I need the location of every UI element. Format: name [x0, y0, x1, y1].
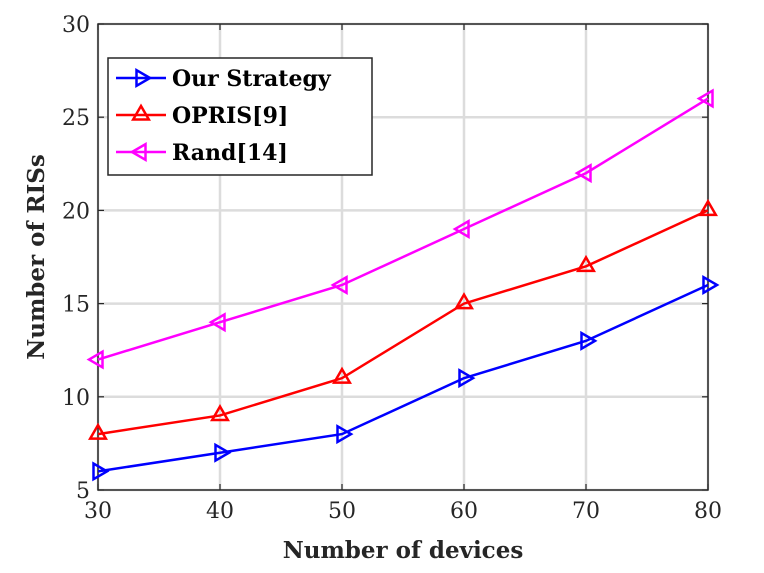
x-tick-label: 30	[84, 499, 112, 524]
data-point-marker	[336, 424, 354, 445]
legend: Our Strategy OPRIS[9] Rand[14]	[107, 57, 373, 176]
legend-marker	[130, 103, 152, 121]
data-point-marker	[209, 403, 231, 422]
y-axis-label: Number of RISs	[23, 154, 50, 360]
data-point-marker	[86, 349, 104, 370]
x-tick-label: 60	[450, 499, 478, 524]
data-point-marker	[92, 461, 110, 482]
x-tick-label: 70	[572, 499, 600, 524]
series-line	[97, 283, 709, 473]
legend-label: Our Strategy	[172, 66, 332, 92]
data-point-marker	[330, 274, 348, 295]
series-line	[97, 209, 709, 436]
series-rand-14	[86, 88, 714, 370]
data-point-marker	[458, 368, 476, 389]
x-tick-label: 50	[328, 499, 356, 524]
series-line	[97, 97, 709, 361]
data-point-marker	[580, 330, 598, 351]
data-point-marker	[214, 442, 232, 463]
plot-area-frame	[97, 23, 709, 491]
legend-item: Rand[14]	[116, 140, 288, 166]
data-point-marker	[452, 219, 470, 240]
legend-label: Rand[14]	[172, 140, 288, 166]
data-point-marker	[331, 366, 353, 384]
data-point-marker	[575, 254, 597, 273]
y-tick-label: 30	[62, 13, 90, 38]
legend-marker	[129, 141, 147, 163]
data-point-marker	[574, 163, 592, 184]
data-point-marker	[87, 422, 109, 440]
y-tick-label: 5	[76, 479, 90, 504]
y-axis-ticks: 5 10 15 20 25 30	[62, 13, 708, 504]
series-our-strategy	[92, 274, 720, 482]
legend-item: OPRIS[9]	[116, 103, 288, 129]
series-opris-9	[87, 198, 719, 440]
data-point-marker	[702, 274, 720, 295]
y-tick-label: 10	[62, 386, 90, 411]
x-axis-label: Number of devices	[283, 537, 524, 564]
y-tick-label: 20	[62, 199, 90, 224]
data-point-marker	[453, 292, 475, 310]
y-tick-label: 25	[62, 106, 90, 131]
legend-item: Our Strategy	[116, 66, 332, 92]
data-point-marker	[697, 198, 719, 217]
x-tick-label: 80	[694, 499, 722, 524]
legend-marker	[135, 67, 153, 89]
x-axis-ticks: 30 40 50 60 70 80	[84, 24, 722, 524]
series-group	[86, 88, 720, 482]
x-tick-label: 40	[206, 499, 234, 524]
y-tick-label: 15	[62, 293, 90, 318]
data-point-marker	[696, 88, 714, 109]
legend-label: OPRIS[9]	[172, 103, 288, 129]
data-point-marker	[208, 312, 226, 333]
